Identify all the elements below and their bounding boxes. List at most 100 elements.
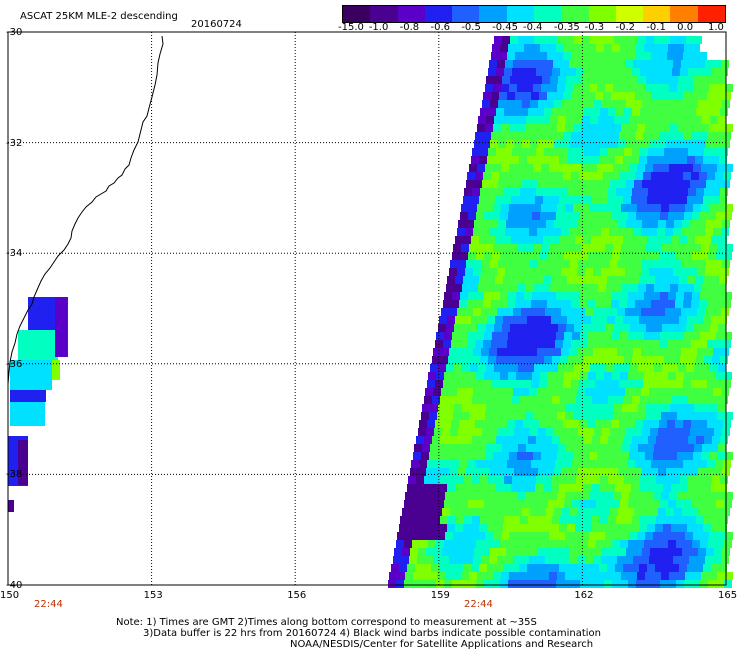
swath-cell (539, 52, 547, 60)
swath-cell (543, 276, 551, 284)
swath-cell (592, 516, 600, 524)
swath-cell (620, 252, 628, 260)
swath-cell (597, 452, 605, 460)
swath-cell (672, 68, 680, 76)
swath-cell (442, 428, 450, 436)
swath-cell (518, 404, 526, 412)
swath-cell (553, 228, 561, 236)
swath-cell (562, 140, 570, 148)
swath-cell (636, 580, 644, 588)
swath-cell (580, 332, 588, 340)
swath-cell (402, 508, 410, 516)
swath-cell (585, 308, 593, 316)
swath-cell (412, 500, 420, 508)
swath-cell (477, 452, 485, 460)
swath-cell (715, 132, 723, 140)
swath-cell (629, 124, 637, 132)
swath-cell (564, 44, 572, 52)
swath-cell (724, 500, 732, 508)
swath-cell (682, 260, 690, 268)
swath-cell (674, 180, 682, 188)
swath-cell (526, 364, 534, 372)
swath-cell (665, 228, 673, 236)
swath-cell (525, 492, 533, 500)
swath-cell (485, 124, 493, 132)
swath-cell (632, 68, 640, 76)
swath-cell (500, 44, 508, 52)
swath-cell (652, 252, 660, 260)
swath-cell (481, 556, 489, 564)
swath-cell (447, 564, 455, 572)
swath-cell (663, 196, 671, 204)
swath-cell (623, 236, 631, 244)
swath-cell (506, 180, 514, 188)
swath-cell (517, 204, 525, 212)
swath-cell (612, 500, 620, 508)
swath-cell (511, 156, 519, 164)
swath-cell (479, 156, 487, 164)
swath-cell (512, 68, 520, 76)
swath-cell (534, 444, 542, 452)
swath-cell (579, 172, 587, 180)
swath-cell (545, 268, 553, 276)
swath-cell (706, 508, 714, 516)
swath-cell (720, 68, 728, 76)
swath-cell (590, 324, 598, 332)
swath-cell (511, 236, 519, 244)
swath-cell (399, 564, 407, 572)
swath-cell (696, 396, 704, 404)
swath-cell (688, 108, 696, 116)
swath-cell (437, 492, 445, 500)
swath-cell (695, 316, 703, 324)
colorbar-label: -0.6 (430, 22, 451, 33)
swath-cell (445, 572, 453, 580)
swath-cell (470, 444, 478, 452)
swath-cell (611, 420, 619, 428)
swath-cell (724, 540, 732, 548)
swath-cell (514, 220, 522, 228)
swath-cell (514, 508, 522, 516)
swath-cell (596, 332, 604, 340)
swath-cell (718, 404, 726, 412)
swath-cell (486, 404, 494, 412)
swath-cell (545, 228, 553, 236)
swath-cell (650, 260, 658, 268)
swath-cell (533, 164, 541, 172)
swath-cell (616, 516, 624, 524)
swath-cell (586, 428, 594, 436)
swath-cell (698, 220, 706, 228)
swath-cell (714, 508, 722, 516)
swath-cell (670, 116, 678, 124)
swath-cell (540, 212, 548, 220)
swath-cell (592, 476, 600, 484)
swath-cell (673, 228, 681, 236)
swath-cell (645, 204, 653, 212)
swath-cell (625, 388, 633, 396)
swath-cell (633, 228, 641, 236)
swath-cell (553, 348, 561, 356)
swath-cell (608, 476, 616, 484)
swath-cell (604, 540, 612, 548)
swath-cell (580, 252, 588, 260)
swath-cell (484, 252, 492, 260)
swath-cell (625, 348, 633, 356)
swath-cell (471, 236, 479, 244)
swath-cell (516, 332, 524, 340)
swath-cell (543, 316, 551, 324)
swath-cell (611, 340, 619, 348)
swath-cell (716, 580, 724, 588)
swath-cell (684, 372, 692, 380)
swath-cell (550, 76, 558, 84)
swath-cell (490, 180, 498, 188)
swath-cell (584, 436, 592, 444)
swath-cell (647, 196, 655, 204)
swath-cell (720, 356, 728, 364)
swath-cell (603, 380, 611, 388)
colorbar-segment (370, 6, 398, 22)
swath-cell (431, 524, 439, 532)
swath-cell (681, 388, 689, 396)
swath-cell (645, 492, 653, 500)
swath-cell (467, 340, 475, 348)
swath-cell (542, 36, 550, 44)
swath-cell (512, 356, 520, 364)
